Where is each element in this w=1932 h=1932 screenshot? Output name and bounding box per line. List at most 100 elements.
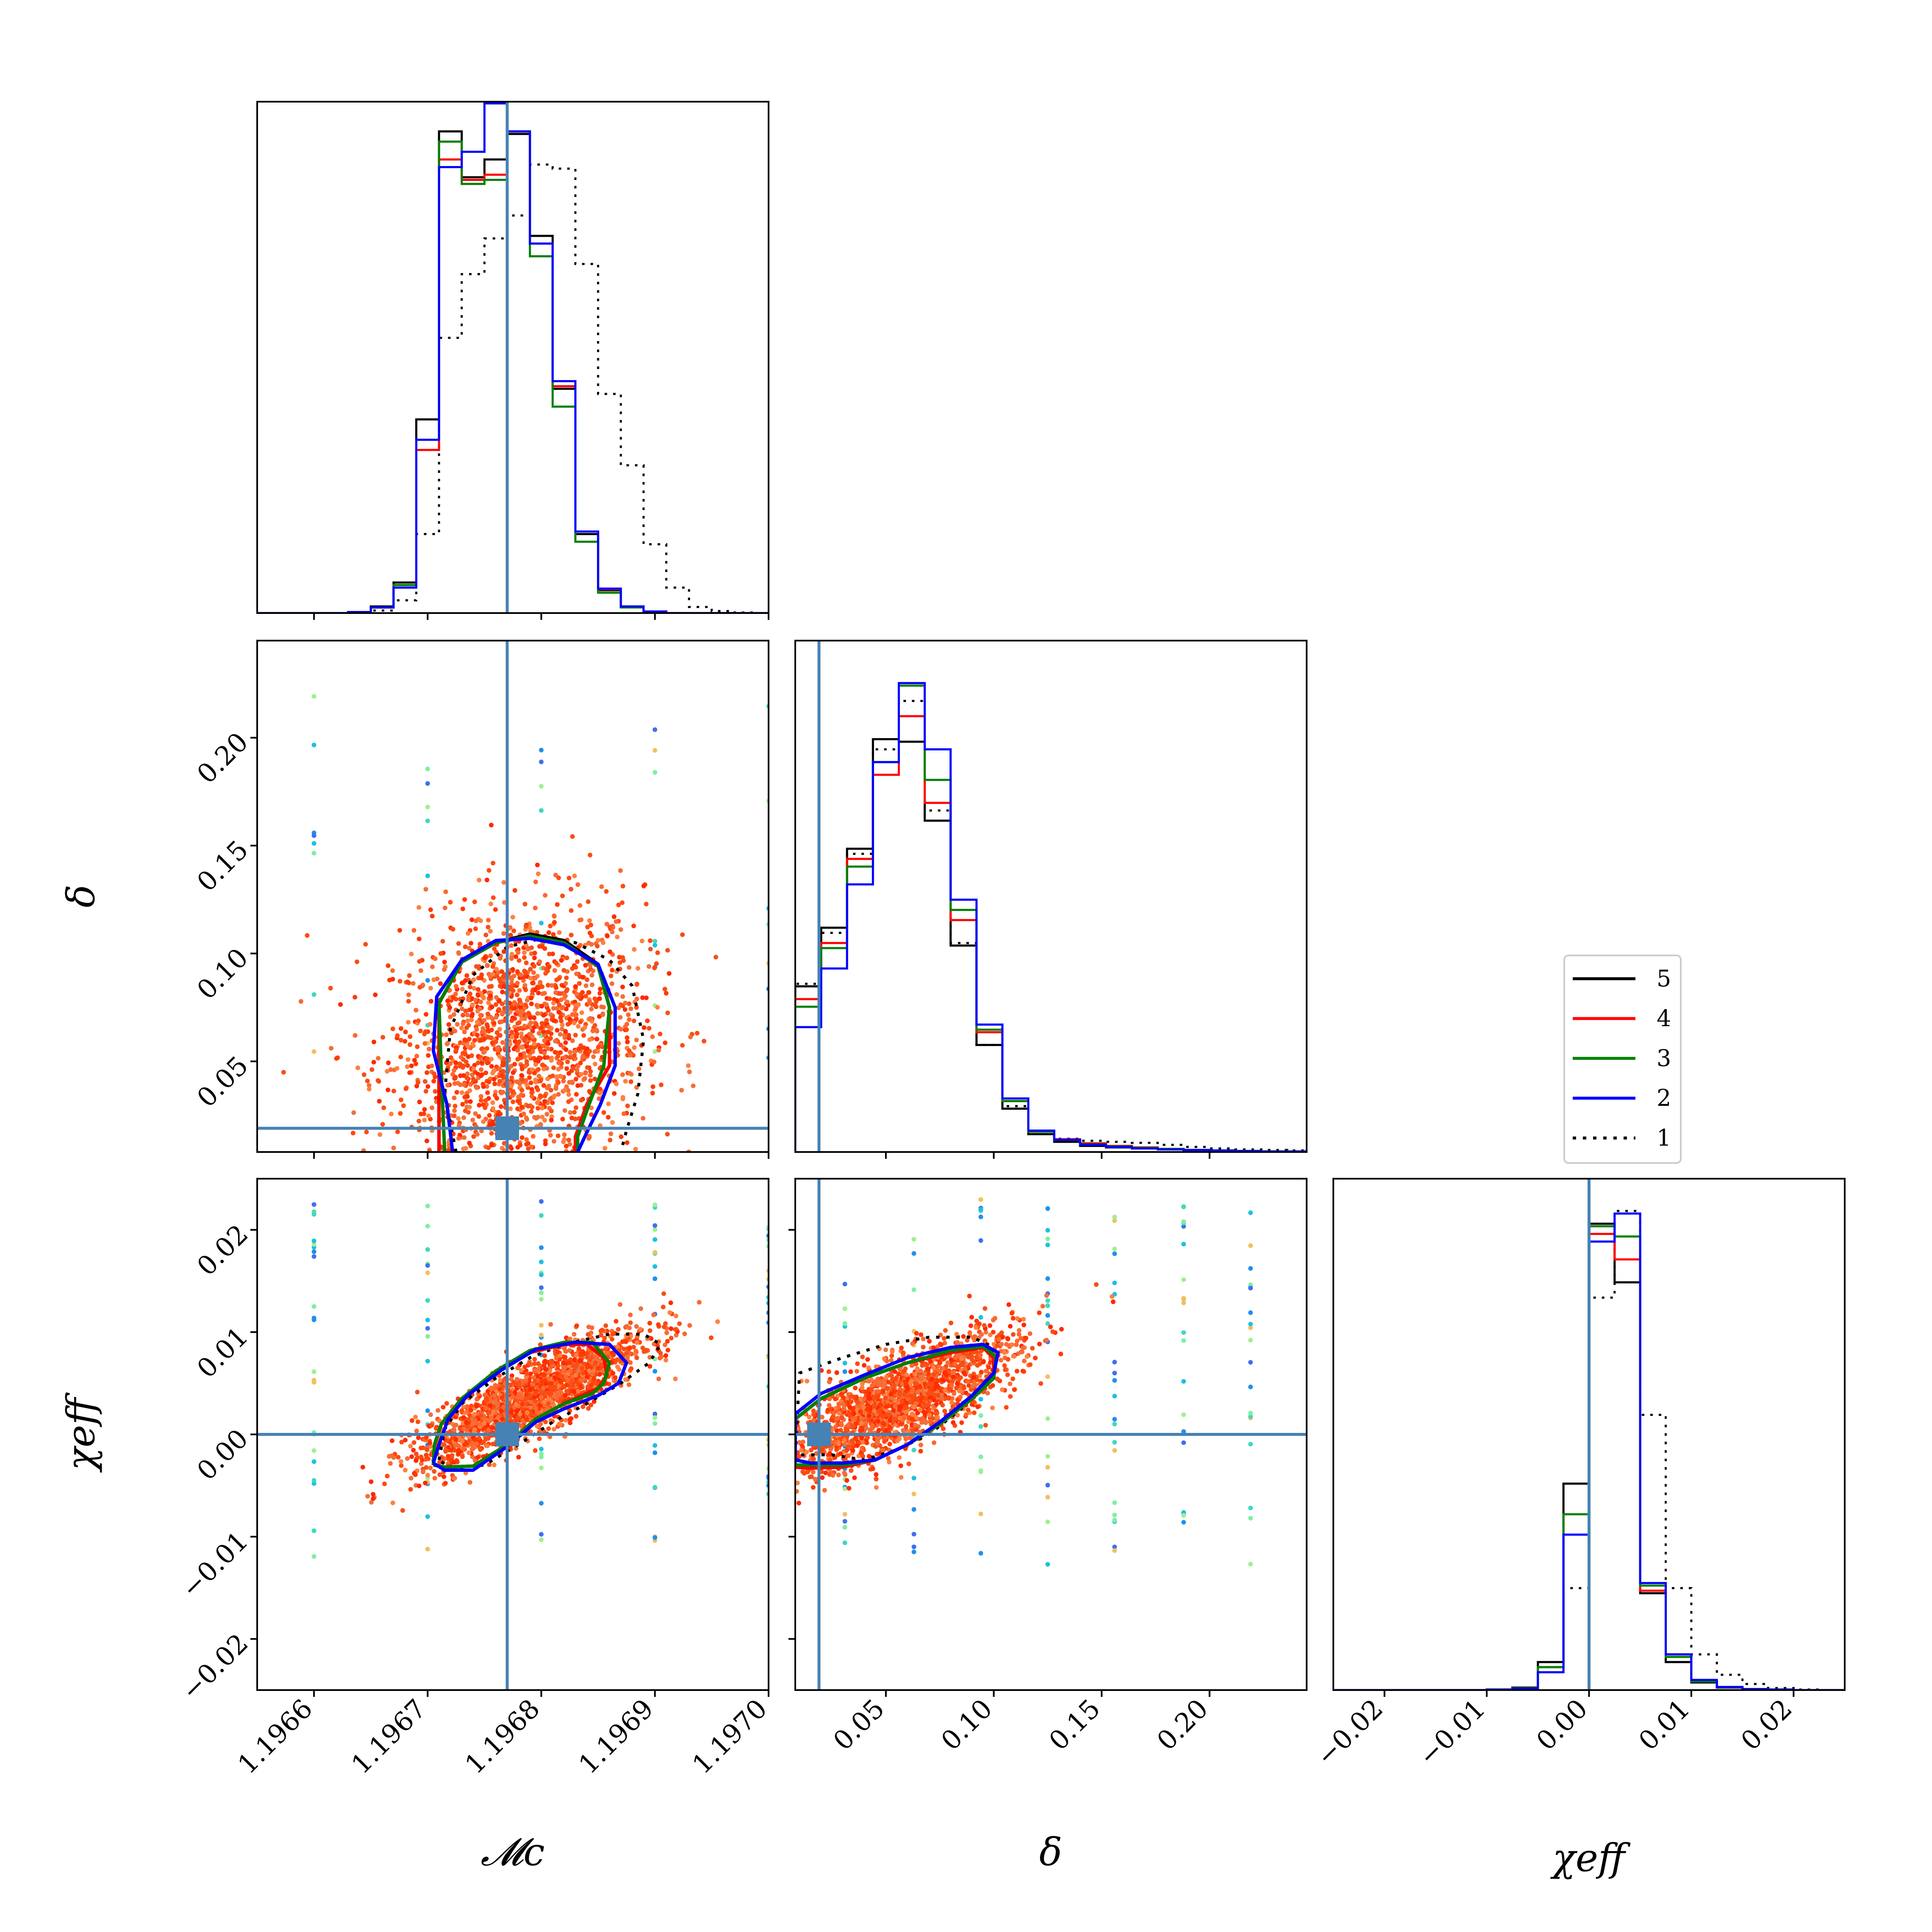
- scatter-point: [391, 1088, 396, 1094]
- scatter-point: [605, 933, 610, 938]
- scatter-point: [521, 1111, 526, 1116]
- scatter-point: [464, 1404, 469, 1409]
- scatter-point-grid: [1248, 1243, 1253, 1248]
- scatter-point: [651, 1312, 656, 1317]
- scatter-point: [556, 976, 561, 981]
- scatter-point: [597, 1372, 602, 1377]
- scatter-point: [597, 1096, 602, 1101]
- scatter-point: [546, 1426, 551, 1431]
- scatter-point: [390, 968, 395, 973]
- scatter-point: [461, 1415, 466, 1420]
- scatter-point: [477, 877, 482, 883]
- scatter-point: [421, 1111, 426, 1116]
- scatter-point: [622, 1007, 627, 1012]
- scatter-point: [555, 1054, 561, 1059]
- scatter-point: [945, 1360, 950, 1365]
- scatter-point: [587, 918, 592, 923]
- scatter-point-grid: [1045, 1303, 1050, 1308]
- scatter-point: [389, 1438, 394, 1443]
- y-tick-label: 0.01: [191, 1321, 254, 1384]
- scatter-point: [475, 1397, 480, 1402]
- scatter-point: [849, 1468, 854, 1473]
- scatter-point: [537, 1436, 542, 1441]
- scatter-point: [583, 1071, 588, 1076]
- scatter-point: [452, 1104, 458, 1109]
- scatter-point: [532, 1041, 537, 1046]
- scatter-point: [713, 1466, 717, 1471]
- scatter-point: [775, 1445, 780, 1449]
- scatter-point: [566, 1099, 571, 1104]
- scatter-point: [462, 1030, 467, 1035]
- scatter-point: [618, 868, 623, 873]
- scatter-point-grid: [1248, 1321, 1253, 1327]
- scatter-point: [592, 1049, 597, 1054]
- scatter-point: [511, 928, 516, 933]
- scatter-point: [545, 1076, 550, 1081]
- scatter-point: [986, 1365, 991, 1370]
- scatter-point: [380, 1122, 385, 1127]
- scatter-point: [641, 883, 646, 888]
- scatter-point: [401, 1103, 406, 1108]
- scatter-point-grid: [1181, 1429, 1186, 1434]
- scatter-point: [482, 1036, 487, 1041]
- scatter-point: [1110, 1294, 1115, 1299]
- scatter-point: [564, 1047, 569, 1052]
- scatter-point: [1005, 1336, 1010, 1341]
- scatter-point: [365, 1078, 370, 1083]
- scatter-point: [552, 968, 557, 973]
- scatter-point: [598, 986, 603, 991]
- scatter-point: [674, 1332, 679, 1338]
- scatter-point: [580, 1366, 585, 1371]
- scatter-point: [583, 994, 588, 999]
- scatter-point: [769, 1485, 773, 1489]
- scatter-point: [515, 1057, 520, 1062]
- scatter-point-grid: [1181, 1297, 1186, 1302]
- scatter-point-grid: [425, 1359, 430, 1364]
- scatter-point: [599, 884, 604, 889]
- scatter-point: [665, 1339, 670, 1344]
- scatter-point: [416, 1483, 422, 1488]
- scatter-point: [512, 888, 517, 893]
- scatter-point: [874, 1364, 879, 1369]
- scatter-point: [533, 879, 538, 884]
- y-tick-label: 0.00: [191, 1423, 254, 1486]
- scatter-point: [579, 1010, 584, 1015]
- scatter-point: [838, 1428, 843, 1433]
- scatter-point: [534, 1003, 539, 1008]
- scatter-point: [529, 1094, 534, 1099]
- scatter-point: [785, 1438, 790, 1442]
- scatter-point: [436, 1408, 441, 1413]
- scatter-point: [589, 1112, 594, 1117]
- scatter-point-grid: [425, 1408, 430, 1413]
- scatter-point-grid: [1181, 1300, 1186, 1305]
- scatter-point: [586, 941, 591, 946]
- scatter-point: [382, 1481, 387, 1486]
- scatter-point: [568, 1420, 573, 1425]
- scatter-point-grid: [1045, 1298, 1050, 1303]
- scatter-point: [484, 1396, 489, 1401]
- scatter-point: [499, 1073, 504, 1078]
- frame: [256, 640, 769, 1153]
- scatter-point: [558, 1042, 563, 1047]
- scatter-point-grid: [1112, 1378, 1117, 1383]
- scatter-point: [459, 1025, 464, 1030]
- scatter-point: [574, 1353, 579, 1358]
- scatter-point-grid: [842, 1369, 847, 1374]
- panel-hist-mc: [256, 101, 769, 620]
- scatter-point: [632, 1045, 637, 1050]
- scatter-point: [533, 1077, 538, 1083]
- scatter-point: [556, 1092, 561, 1097]
- scatter-point-grid: [1248, 1210, 1253, 1215]
- scatter-point: [625, 1103, 630, 1108]
- scatter-point: [489, 822, 494, 827]
- scatter-point-grid: [1045, 1374, 1050, 1379]
- scatter-point: [425, 1473, 430, 1478]
- scatter-point: [421, 1469, 426, 1474]
- scatter-point: [887, 1460, 892, 1465]
- scatter-point: [451, 1068, 456, 1073]
- scatter-point: [481, 1119, 486, 1124]
- scatter-point: [397, 979, 402, 984]
- scatter-point: [565, 1059, 570, 1064]
- scatter-point: [478, 918, 483, 923]
- scatter-point: [520, 1402, 525, 1407]
